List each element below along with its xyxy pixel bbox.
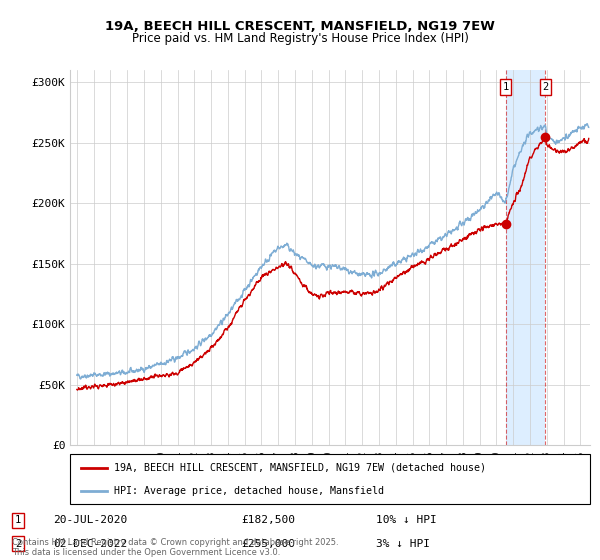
Text: 02-DEC-2022: 02-DEC-2022: [53, 539, 127, 549]
Text: 10% ↓ HPI: 10% ↓ HPI: [376, 515, 437, 525]
Text: 19A, BEECH HILL CRESCENT, MANSFIELD, NG19 7EW (detached house): 19A, BEECH HILL CRESCENT, MANSFIELD, NG1…: [115, 463, 487, 473]
Text: 2: 2: [15, 539, 21, 549]
Text: 2: 2: [542, 82, 548, 92]
Text: 1: 1: [503, 82, 509, 92]
Text: Contains HM Land Registry data © Crown copyright and database right 2025.
This d: Contains HM Land Registry data © Crown c…: [12, 538, 338, 557]
Text: 1: 1: [15, 515, 21, 525]
Text: £182,500: £182,500: [241, 515, 295, 525]
Text: £255,000: £255,000: [241, 539, 295, 549]
Bar: [506, 70, 545, 445]
FancyBboxPatch shape: [70, 454, 590, 504]
Text: HPI: Average price, detached house, Mansfield: HPI: Average price, detached house, Mans…: [115, 486, 385, 496]
Text: 19A, BEECH HILL CRESCENT, MANSFIELD, NG19 7EW: 19A, BEECH HILL CRESCENT, MANSFIELD, NG1…: [105, 20, 495, 32]
Text: 3% ↓ HPI: 3% ↓ HPI: [376, 539, 430, 549]
Text: 20-JUL-2020: 20-JUL-2020: [53, 515, 127, 525]
Text: Price paid vs. HM Land Registry's House Price Index (HPI): Price paid vs. HM Land Registry's House …: [131, 32, 469, 45]
